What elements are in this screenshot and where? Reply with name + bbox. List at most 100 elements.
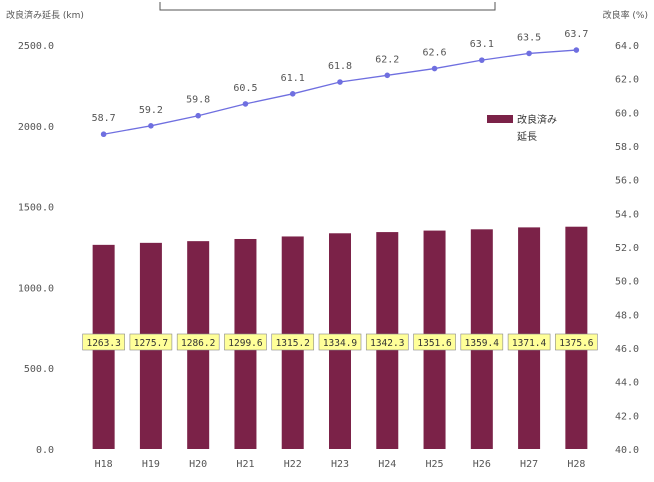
x-axis-ticks: H18 H19 H20 H21 H22 H23 H24 H25 H26 H27 H28 [95,459,586,470]
line-point [431,65,438,72]
left-tick-label: 1000.0 [18,283,54,294]
line-value-label: 61.1 [281,73,305,84]
line-value-label: 61.8 [328,61,352,72]
title-bracket [159,2,496,11]
legend-swatch [487,115,513,123]
right-tick-label: 64.0 [615,41,639,52]
right-tick-label: 50.0 [615,277,639,288]
bar-value-label: 1375.6 [555,333,598,351]
legend-label-line1: 改良済み [517,113,557,126]
bar-value-label: 1351.6 [413,333,456,351]
line-value-label: 63.1 [470,39,494,50]
line-value-label: 58.7 [92,113,116,124]
bar-value-label-text: 1275.7 [134,338,168,349]
bar-value-label: 1275.7 [129,333,173,351]
line-point [148,123,154,129]
x-tick-label: H28 [567,459,585,470]
bar-value-label-box [413,333,456,351]
legend-label-line2: 延長 [517,131,537,143]
right-tick-label: 62.0 [615,75,639,86]
right-tick-label: 56.0 [615,176,639,187]
bar-value-label: 1263.3 [82,333,125,351]
left-tick-label: 500.0 [24,364,54,375]
line-value-labels: 58.7 59.2 59.8 60.5 61.1 61.8 62.2 62.6 63.1 63.5… [92,29,589,124]
line-value-label: 63.7 [564,29,588,40]
x-tick-label: H26 [473,459,491,470]
line-point [479,57,485,63]
x-tick-label: H25 [426,459,444,470]
bar-value-label-box [318,333,362,351]
bar-value-label-box [176,333,220,351]
x-tick-label: H20 [189,459,207,470]
bar-value-label-box [129,333,173,351]
bar-value-label: 1315.2 [271,333,315,351]
legend: 改良済み 延長 [476,108,570,146]
x-tick-label: H21 [236,459,254,470]
right-tick-label: 44.0 [615,378,639,389]
bar-value-label-box [82,333,125,351]
left-axis-ticks: 0.0 500.0 1000.0 1500.0 2000.0 2500.0 [18,41,54,456]
left-tick-label: 2500.0 [18,41,54,52]
legend-box [476,108,570,146]
bar-value-label-text: 1359.4 [465,338,500,349]
x-tick-label: H22 [284,459,302,470]
right-axis-title: 改良率 (%) [603,9,648,21]
x-tick-label: H23 [331,459,349,470]
bar-value-label-text: 1375.6 [559,338,594,349]
line-value-label: 59.8 [186,95,210,106]
line-point [337,79,343,85]
x-tick-label: H27 [520,459,538,470]
bar-value-label-box [507,333,551,351]
line-point [289,91,296,97]
bar-value-label: 1371.4 [507,333,551,351]
bar-value-label-text: 1351.6 [417,338,452,349]
bar-value-label-box [555,333,598,351]
x-tick-label: H24 [378,459,396,470]
bar-value-label-box [460,333,504,351]
line-point [100,131,107,138]
left-tick-label: 2000.0 [18,122,54,133]
x-tick-label: H19 [142,459,160,470]
bar-value-labels: 1263.3 1275.7 1286.2 1299.6 1315.2 1334.9 1342… [82,333,598,351]
bar-value-label: 1342.3 [365,333,409,351]
right-tick-label: 58.0 [615,142,639,153]
bar-value-label: 1359.4 [460,333,504,351]
line-value-label: 59.2 [139,105,163,116]
left-tick-label: 0.0 [36,445,54,456]
right-tick-label: 60.0 [615,108,639,119]
bar-value-label-box [224,333,267,351]
bar-value-label: 1286.2 [176,333,220,351]
line-point [242,101,249,107]
line-point [384,72,391,79]
line-value-label: 62.6 [422,48,446,59]
line-value-label: 63.5 [517,32,541,43]
x-tick-label: H18 [95,459,113,470]
left-axis-title: 改良済み延長 (km) [6,9,84,21]
right-axis-ticks: 40.0 42.0 44.0 46.0 48.0 50.0 52.0 54.0 56.0 58.0… [615,41,639,456]
bar-value-label: 1334.9 [318,333,362,351]
line-point [195,112,201,119]
bar-value-label-box [271,333,315,351]
bar-value-label-text: 1334.9 [323,338,358,349]
bar-value-label-text: 1263.3 [86,338,120,349]
right-tick-label: 40.0 [615,445,639,456]
line-series [100,47,580,138]
bar-value-label-text: 1299.6 [228,338,263,349]
line-value-label: 62.2 [375,54,399,65]
bar-value-label-text: 1371.4 [512,338,547,349]
right-tick-label: 52.0 [615,243,639,254]
bar-value-label: 1299.6 [224,333,267,351]
right-tick-label: 48.0 [615,310,639,321]
bar-value-label-text: 1286.2 [181,338,215,349]
line-point [526,50,532,57]
bar-value-label-text: 1342.3 [370,338,404,349]
right-tick-label: 54.0 [615,209,639,220]
bar-value-label-text: 1315.2 [276,338,310,349]
right-tick-label: 46.0 [615,344,639,355]
right-tick-label: 42.0 [615,411,639,422]
bar-value-label-box [365,333,409,351]
line-point [573,47,580,53]
line-value-label: 60.5 [233,83,257,94]
left-tick-label: 1500.0 [18,203,54,214]
